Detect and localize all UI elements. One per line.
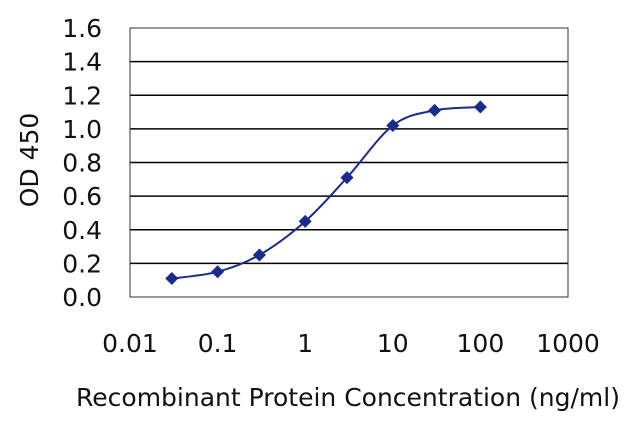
- x-axis-label: Recombinant Protein Concentration (ng/ml…: [76, 383, 620, 412]
- series-line: [171, 106, 481, 280]
- x-tick-label: 0.01: [102, 329, 158, 358]
- data-point-marker: [211, 265, 225, 279]
- data-point-marker: [386, 119, 400, 133]
- axis-tick-labels: 0.0 0.2 0.4 0.6 0.8 1.0 1.2 1.4 1.6 0.01 0.1 1 10 100…: [62, 14, 600, 358]
- data-point-marker: [165, 272, 179, 286]
- x-tick-label: 10: [377, 329, 409, 358]
- y-tick-label: 0.2: [62, 249, 102, 278]
- plot-area-frame: [129, 27, 569, 298]
- y-tick-label: 0.6: [62, 182, 102, 211]
- x-tick-label: 1000: [536, 329, 600, 358]
- data-point-marker: [473, 100, 487, 114]
- data-point-marker: [428, 103, 442, 117]
- y-tick-label: 1.0: [62, 115, 102, 144]
- y-tick-label: 0.0: [62, 283, 102, 312]
- y-tick-label: 0.4: [62, 216, 102, 245]
- x-tick-label: 100: [457, 329, 505, 358]
- series-markers: [165, 100, 487, 286]
- data-point-marker: [252, 248, 266, 262]
- y-tick-label: 1.6: [62, 14, 102, 43]
- grid-lines: [130, 60, 568, 265]
- y-tick-label: 1.2: [62, 81, 102, 110]
- y-axis-label: OD 450: [15, 113, 44, 208]
- y-tick-label: 0.8: [62, 149, 102, 178]
- x-tick-label: 1: [297, 329, 313, 358]
- x-tick-label: 0.1: [198, 329, 238, 358]
- y-tick-label: 1.4: [62, 48, 102, 77]
- data-point-marker: [340, 171, 354, 185]
- data-point-marker: [298, 214, 312, 228]
